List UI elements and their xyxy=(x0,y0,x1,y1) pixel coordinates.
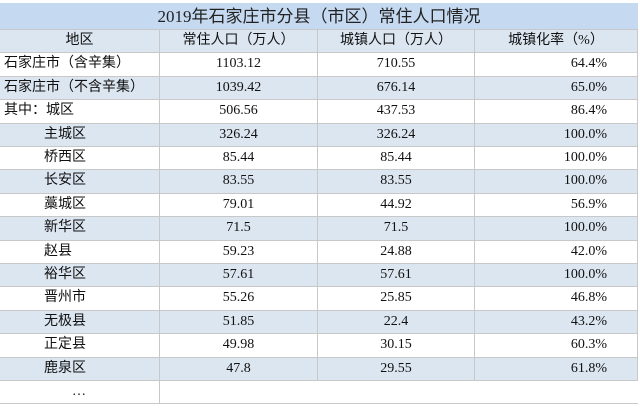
table-cell: 30.15 xyxy=(318,334,475,357)
table-cell: 56.9% xyxy=(475,193,638,217)
table-row: 长安区 83.55 83.55 100.0% xyxy=(0,170,638,194)
table-cell: 常住人口（万人） xyxy=(160,30,318,53)
table-cell: 长安区 xyxy=(0,170,160,193)
table-cell: 71.5 xyxy=(160,217,318,240)
table-row: 其中：城区 506.56 437.53 86.4% xyxy=(0,100,638,124)
table-cell: 86.4% xyxy=(475,100,638,123)
table-cell: … xyxy=(0,381,160,404)
table-cell: 鹿泉区 xyxy=(0,357,160,380)
table-cell: 676.14 xyxy=(318,76,475,100)
table-title: 2019年石家庄市分县（市区）常住人口情况 xyxy=(0,3,638,30)
table-cell: 60.3% xyxy=(475,334,638,357)
table-cell: 100.0% xyxy=(475,170,638,193)
table-cell: 石家庄市（含辛集） xyxy=(0,53,160,76)
table-row: 正定县 49.98 30.15 60.3% xyxy=(0,334,638,358)
table-cell: 326.24 xyxy=(318,123,475,146)
table-cell: 437.53 xyxy=(318,100,475,123)
table-cell: 710.55 xyxy=(318,53,475,76)
table-cell: 100.0% xyxy=(475,123,638,146)
table-cell: 47.8 xyxy=(160,357,318,380)
table-cell: 无极县 xyxy=(0,310,160,334)
table-cell: 主城区 xyxy=(0,123,160,146)
table-cell: 46.8% xyxy=(475,287,638,310)
table-cell: 44.92 xyxy=(318,193,475,217)
table-row: 主城区 326.24 326.24 100.0% xyxy=(0,123,638,147)
table-cell: 石家庄市（不含辛集） xyxy=(0,76,160,100)
table-row: 鹿泉区 47.8 29.55 61.8% xyxy=(0,357,638,381)
table-cell: 100.0% xyxy=(475,147,638,170)
table-cell: 57.61 xyxy=(160,264,318,287)
table-cell: 1039.42 xyxy=(160,76,318,100)
table-row: 石家庄市（含辛集） 1103.12 710.55 64.4% xyxy=(0,53,638,77)
table-cell: 61.8% xyxy=(475,357,638,380)
table-cell: 桥西区 xyxy=(0,147,160,170)
table-cell: 65.0% xyxy=(475,76,638,100)
table-row: 无极县 51.85 22.4 43.2% xyxy=(0,310,638,335)
table-row: 藁城区 79.01 44.92 56.9% xyxy=(0,193,638,218)
table-cell: 新华区 xyxy=(0,217,160,240)
table-cell: 506.56 xyxy=(160,100,318,123)
table-row: 石家庄市（不含辛集） 1039.42 676.14 65.0% xyxy=(0,76,638,101)
table-cell: 83.55 xyxy=(318,170,475,193)
table-cell: 59.23 xyxy=(160,240,318,263)
table-cell: 1103.12 xyxy=(160,53,318,76)
table-cell: 100.0% xyxy=(475,217,638,240)
table-cell: 43.2% xyxy=(475,310,638,334)
table-cell: 79.01 xyxy=(160,193,318,217)
table-row: 赵县 59.23 24.88 42.0% xyxy=(0,240,638,264)
table-cell: 藁城区 xyxy=(0,193,160,217)
table-cell: 其中：城区 xyxy=(0,100,160,123)
table-cell: 25.85 xyxy=(318,287,475,310)
table-row: 裕华区 57.61 57.61 100.0% xyxy=(0,264,638,288)
table-cell: 24.88 xyxy=(318,240,475,263)
table-cell: 100.0% xyxy=(475,264,638,287)
table-cell: 326.24 xyxy=(160,123,318,146)
table-cell: 57.61 xyxy=(318,264,475,287)
table-cell: 晋州市 xyxy=(0,287,160,310)
table-row: … xyxy=(0,381,638,405)
table-cell: 85.44 xyxy=(160,147,318,170)
table-cell: 地区 xyxy=(0,30,160,53)
table-row: 地区 常住人口（万人） 城镇人口（万人） 城镇化率（%） xyxy=(0,30,638,54)
table-row: 晋州市 55.26 25.85 46.8% xyxy=(0,287,638,311)
table-cell: 55.26 xyxy=(160,287,318,310)
table-cell: 22.4 xyxy=(318,310,475,334)
table-cell: 城镇人口（万人） xyxy=(318,30,475,53)
table-cell: 51.85 xyxy=(160,310,318,334)
table-cell: 赵县 xyxy=(0,240,160,263)
table-cell: 64.4% xyxy=(475,53,638,76)
table-cell: 85.44 xyxy=(318,147,475,170)
table-cell: 29.55 xyxy=(318,357,475,380)
table-cell: 裕华区 xyxy=(0,264,160,287)
table-cell: 城镇化率（%） xyxy=(475,30,638,53)
table-cell: 71.5 xyxy=(318,217,475,240)
table-row: 桥西区 85.44 85.44 100.0% xyxy=(0,147,638,171)
table-cell: 83.55 xyxy=(160,170,318,193)
table-cell: 49.98 xyxy=(160,334,318,357)
table-row: 新华区 71.5 71.5 100.0% xyxy=(0,217,638,241)
table-cell: 42.0% xyxy=(475,240,638,263)
table-cell: 正定县 xyxy=(0,334,160,357)
